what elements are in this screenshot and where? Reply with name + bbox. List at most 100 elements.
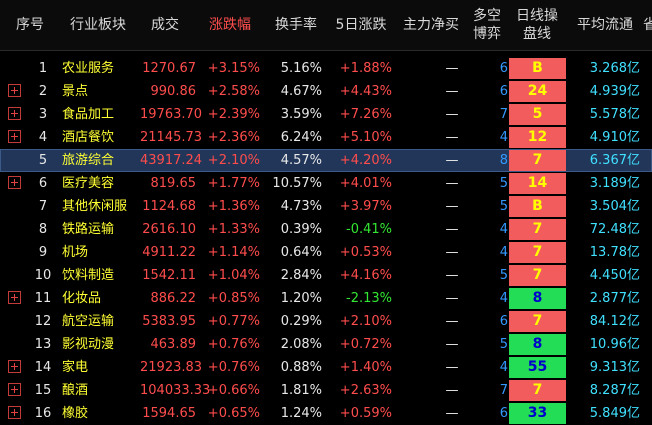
daily-signal-badge: 7 (509, 380, 566, 401)
expand-plus-icon[interactable] (8, 360, 21, 373)
daily-signal-badge: 14 (509, 173, 566, 194)
table-row[interactable]: 2 景点 990.86 +2.58% 4.67% +4.43% — 6 24 4.939亿 (0, 80, 652, 103)
table-row[interactable]: 8 铁路运输 2616.10 +1.33% 0.39% -0.41% — 4 7 72.48亿 (0, 218, 652, 241)
turnover-rate: 2.84% (280, 268, 322, 283)
volume: 2616.10 (142, 222, 196, 237)
sector-name: 影视动漫 (62, 337, 115, 352)
bull-bear-count: 5 (499, 268, 508, 283)
expand-plus-icon[interactable] (8, 176, 21, 189)
main-net-buy: — (445, 337, 459, 352)
5day-change: +4.20% (339, 153, 392, 168)
avg-float-value: 5.849亿 (589, 406, 640, 421)
header-avg-float[interactable]: 平均流通 (577, 17, 633, 33)
table-row[interactable]: 12 航空运输 5383.95 +0.77% 0.29% +2.10% — 6 7 84.12亿 (0, 310, 652, 333)
turnover-rate: 10.57% (272, 176, 322, 191)
volume: 19763.70 (140, 107, 203, 122)
main-net-buy: — (445, 153, 459, 168)
sector-name: 橡胶 (62, 406, 89, 421)
change-pct: +1.33% (207, 222, 260, 237)
turnover-rate: 4.67% (280, 84, 322, 99)
turnover-rate: 0.39% (280, 222, 322, 237)
table-row[interactable]: 11 化妆品 886.22 +0.85% 1.20% -2.13% — 4 8 2.877亿 (0, 287, 652, 310)
sector-name: 铁路运输 (62, 222, 115, 237)
row-index: 5 (38, 153, 48, 168)
sector-name: 饮料制造 (62, 268, 115, 283)
main-net-buy: — (445, 291, 459, 306)
turnover-rate: 5.16% (280, 61, 322, 76)
avg-float-value: 2.877亿 (589, 291, 640, 306)
bull-bear-count: 4 (499, 222, 508, 237)
table-row[interactable]: 7 其他休闲服 1124.68 +1.36% 4.73% +3.97% — 5 B 3.504亿 (0, 195, 652, 218)
avg-float-value: 5.578亿 (589, 107, 640, 122)
table-row[interactable]: 1 农业服务 1270.67 +3.15% 5.16% +1.88% — 6 B 3.268亿 (0, 57, 652, 80)
expand-plus-icon[interactable] (8, 383, 21, 396)
main-net-buy: — (445, 245, 459, 260)
header-turnover[interactable]: 换手率 (275, 17, 317, 33)
avg-float-value: 4.910亿 (589, 130, 640, 145)
avg-float-value: 3.268亿 (589, 61, 640, 76)
main-net-buy: — (445, 406, 459, 421)
header-5day-change[interactable]: 5日涨跌 (335, 17, 387, 33)
sector-name: 农业服务 (62, 61, 115, 76)
header-bull-bear[interactable]: 多空 博弈 (473, 8, 501, 42)
main-net-buy: — (445, 268, 459, 283)
sector-name: 酒店餐饮 (62, 130, 115, 145)
change-pct: +1.04% (207, 268, 260, 283)
change-pct: +1.14% (207, 245, 260, 260)
bull-bear-count: 6 (499, 61, 508, 76)
turnover-rate: 4.73% (280, 199, 322, 214)
table-row[interactable]: 9 机场 4911.22 +1.14% 0.64% +0.53% — 4 7 13.78亿 (0, 241, 652, 264)
bull-bear-count: 4 (499, 360, 508, 375)
5day-change: -0.41% (346, 222, 392, 237)
expand-plus-icon[interactable] (8, 130, 21, 143)
table-row[interactable]: 4 酒店餐饮 21145.73 +2.36% 6.24% +5.10% —4 12 4.910亿 (0, 126, 652, 149)
table-row[interactable]: 5 旅游综合 43917.24 +2.10% 4.57% +4.20% — 8 7 6.367亿 (0, 149, 652, 172)
table-row[interactable]: 16 橡胶 1594.65 +0.65% 1.24% +0.59% — 6 33 5.849亿 (0, 402, 652, 425)
header-extra[interactable]: 省 (643, 17, 652, 33)
main-net-buy: — (445, 176, 459, 191)
table-row[interactable]: 3 食品加工 19763.70 +2.39% 3.59% +7.26% — 7 5 5.578亿 (0, 103, 652, 126)
expand-plus-icon[interactable] (8, 291, 21, 304)
change-pct: +1.77% (207, 176, 260, 191)
main-net-buy: — (445, 222, 459, 237)
expand-plus-icon[interactable] (8, 406, 21, 419)
row-index: 1 (38, 61, 48, 76)
row-index: 15 (34, 383, 52, 398)
avg-float-value: 72.48亿 (589, 222, 640, 237)
change-pct: +0.76% (207, 360, 260, 375)
header-index[interactable]: 序号 (16, 17, 44, 33)
table-row[interactable]: 6 医疗美容 819.65 +1.77% 10.57% +4.01% — 5 14 3.189亿 (0, 172, 652, 195)
header-volume[interactable]: 成交 (151, 17, 179, 33)
daily-signal-badge: 5 (509, 104, 566, 125)
header-daily-line[interactable]: 日线操 盘线 (516, 8, 558, 42)
row-index: 11 (34, 291, 52, 306)
sector-name: 旅游综合 (62, 153, 115, 168)
avg-float-value: 4.939亿 (589, 84, 640, 99)
bull-bear-count: 4 (499, 130, 508, 145)
avg-float-value: 6.367亿 (589, 153, 640, 168)
volume: 1542.11 (142, 268, 196, 283)
5day-change: +0.53% (339, 245, 392, 260)
bull-bear-count: 6 (499, 406, 508, 421)
daily-signal-badge: 55 (509, 357, 566, 378)
header-main-net-buy[interactable]: 主力净买 (403, 17, 459, 33)
header-change[interactable]: 涨跌幅 (209, 17, 251, 33)
table-row[interactable]: 15 酿酒 104033.33 +0.66% 1.81% +2.63% — 7 7 8.287亿 (0, 379, 652, 402)
table-row[interactable]: 13 影视动漫 463.89 +0.76% 2.08% +0.72% — 5 8 10.96亿 (0, 333, 652, 356)
expand-plus-icon[interactable] (8, 107, 21, 120)
row-index: 16 (34, 406, 52, 421)
5day-change: +5.10% (339, 130, 392, 145)
table-row[interactable]: 10 饮料制造 1542.11 +1.04% 2.84% +4.16% — 5 7 4.450亿 (0, 264, 652, 287)
header-sector[interactable]: 行业板块 (70, 17, 126, 33)
expand-plus-icon[interactable] (8, 84, 21, 97)
turnover-rate: 1.20% (280, 291, 322, 306)
change-pct: +2.58% (207, 84, 260, 99)
avg-float-value: 4.450亿 (589, 268, 640, 283)
main-net-buy: — (445, 61, 459, 76)
main-net-buy: — (445, 199, 459, 214)
main-net-buy: — (445, 383, 459, 398)
volume: 21923.83 (140, 360, 203, 375)
5day-change: +2.63% (339, 383, 392, 398)
table-row[interactable]: 14 家电 21923.83 +0.76% 0.88% +1.40% — 4 55 9.313亿 (0, 356, 652, 379)
sector-name: 医疗美容 (62, 176, 115, 191)
